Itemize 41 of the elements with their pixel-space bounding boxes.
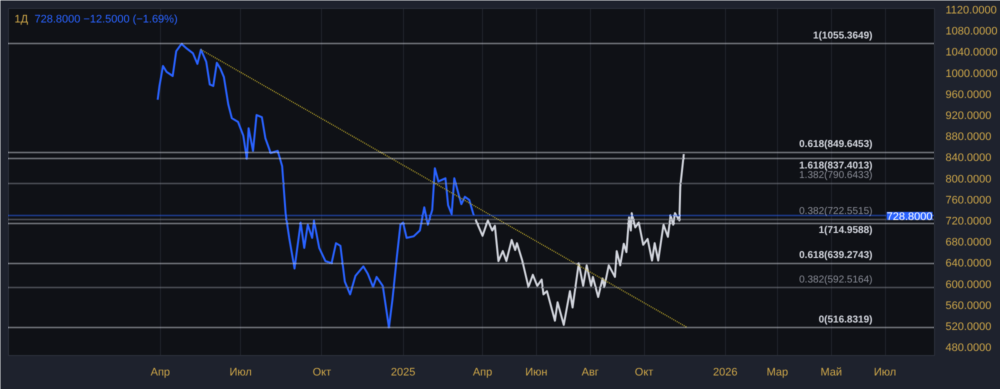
y-tick-label: 640.0000	[946, 258, 992, 270]
ref-line-label: 1(714.9588)	[818, 225, 873, 236]
ref-line-label: 0(516.8319)	[818, 314, 873, 326]
x-tick-label: 2026	[713, 366, 738, 378]
x-tick-label: Июл	[874, 366, 896, 378]
chart-subtitle: 728.8000 −12.5000 (−1.69%)	[34, 14, 178, 26]
ref-line-label: 1.382(790.6433)	[799, 170, 873, 182]
y-tick-label: 520.0000	[946, 320, 992, 333]
y-tick-label: 600.0000	[946, 278, 992, 291]
x-tick-label: Мар	[766, 366, 788, 378]
x-tick-label: 2025	[390, 366, 416, 378]
ref-line-label: 0.618(639.2743)	[799, 250, 873, 262]
x-tick-label: Апр	[150, 366, 170, 378]
y-tick-label: 1120.0000	[946, 4, 997, 17]
y-tick-label: 840.0000	[946, 152, 992, 164]
y-tick-label: 1080.0000	[946, 26, 998, 38]
y-tick-label: 880.0000	[946, 131, 992, 144]
x-tick-label: Июн	[525, 366, 548, 378]
x-tick-label: Июл	[229, 366, 252, 378]
y-tick-label: 760.0000	[946, 194, 992, 206]
ref-line-label: 1(1055.3649)	[813, 30, 873, 42]
x-tick-label: Окт	[634, 366, 654, 378]
y-tick-label: 1040.0000	[946, 46, 998, 59]
y-tick-label: 480.0000	[946, 342, 992, 354]
x-tick-label: Авг	[582, 366, 599, 378]
y-tick-label: 680.0000	[946, 236, 992, 249]
y-tick-label: 1000.0000	[946, 68, 998, 80]
ref-line-label: 0.382(722.5515)	[799, 206, 873, 218]
x-tick-label: Апр	[472, 366, 492, 378]
ref-line-label: 1.618(837.4013)	[799, 160, 873, 172]
x-tick-label: Окт	[312, 366, 332, 378]
x-tick-label: Май	[820, 366, 842, 378]
ref-line-label: 728.8000	[886, 210, 933, 223]
y-tick-label: 920.0000	[946, 110, 992, 122]
y-tick-label: 800.0000	[946, 173, 992, 186]
ref-line-label: 0.382(592.5164)	[799, 274, 873, 286]
y-tick-label: 960.0000	[946, 88, 992, 101]
y-tick-label: 560.0000	[946, 300, 992, 312]
chart-title: 1Д	[14, 14, 29, 26]
y-tick-label: 720.0000	[946, 215, 992, 228]
ref-line-label: 0.618(849.6453)	[799, 139, 873, 150]
